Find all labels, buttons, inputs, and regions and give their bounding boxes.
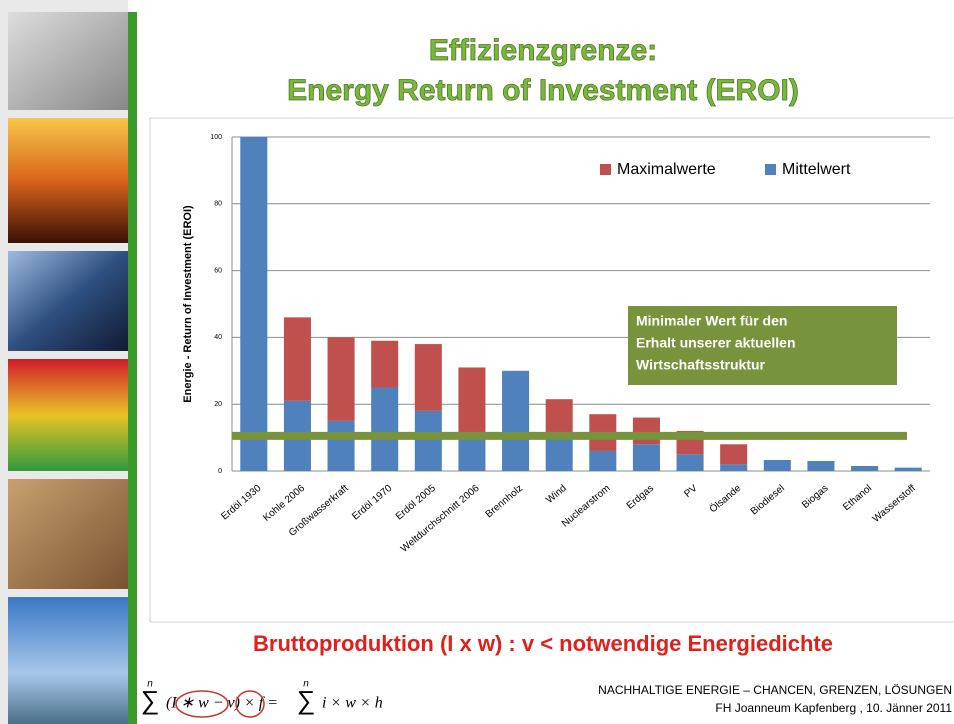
bar-segment	[677, 454, 704, 471]
bar-segment	[633, 444, 660, 471]
formula: ∑	[297, 685, 316, 715]
bar-segment	[502, 371, 529, 471]
bar-segment	[371, 341, 398, 388]
bar-segment	[284, 317, 311, 401]
title: Effizienzgrenze:	[429, 34, 657, 67]
bar-segment	[895, 468, 922, 471]
photo	[8, 359, 128, 471]
green-bar	[128, 12, 137, 724]
y-tick-label: 60	[214, 267, 222, 274]
bar-segment	[546, 399, 573, 434]
legend-label: Maximalwerte	[617, 161, 716, 178]
bar-segment	[240, 137, 267, 471]
formula: i × w × h	[322, 695, 383, 712]
annotation-text: Minimaler Wert für den	[636, 313, 787, 329]
bar-segment	[328, 421, 355, 471]
legend-label: Mittelwert	[782, 161, 851, 178]
annotation-text: Erhalt unserer aktuellen	[636, 335, 796, 351]
bar-segment	[720, 464, 747, 471]
slide: Effizienzgrenze: Energy Return of Invest…	[0, 0, 954, 724]
bar-segment	[415, 344, 442, 411]
bar-segment	[851, 466, 878, 471]
y-tick-label: 20	[214, 401, 222, 408]
bar-segment	[720, 444, 747, 464]
legend-swatch	[765, 164, 776, 175]
bar-segment	[807, 461, 834, 471]
y-tick-label: 80	[214, 201, 222, 208]
photo	[8, 251, 128, 351]
photo	[8, 597, 128, 724]
y-tick-label: 0	[218, 468, 222, 475]
footer: FH Joanneum Kapfenberg , 10. Jänner 2011	[715, 701, 952, 715]
bar-segment	[371, 388, 398, 472]
legend-swatch	[600, 164, 611, 175]
formula: ∑	[141, 685, 160, 715]
caption: Bruttoproduktion (I x w) : v < notwendig…	[253, 631, 833, 656]
y-tick-label: 40	[214, 334, 222, 341]
bar-segment	[328, 337, 355, 421]
photo	[8, 479, 128, 589]
bar-segment	[589, 451, 616, 471]
bar-segment	[458, 367, 485, 434]
y-tick-label: 100	[210, 134, 222, 141]
bar-segment	[764, 460, 791, 471]
annotation-text: Wirtschaftsstruktur	[636, 357, 766, 373]
photo	[8, 12, 128, 110]
y-axis-label: Energie - Return of Investment (EROI)	[182, 205, 194, 403]
bar-segment	[415, 411, 442, 471]
bar-segment	[633, 418, 660, 445]
chart: Effizienzgrenze: Energy Return of Invest…	[0, 0, 954, 724]
title: Energy Return of Investment (EROI)	[287, 74, 799, 107]
photo	[8, 118, 128, 243]
footer: NACHHALTIGE ENERGIE – CHANCEN, GRENZEN, …	[598, 683, 952, 697]
